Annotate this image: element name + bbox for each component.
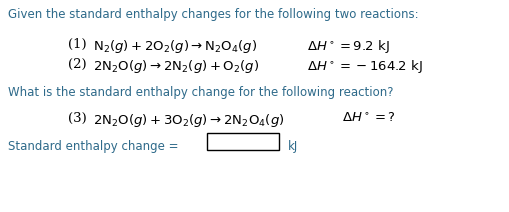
Text: $\Delta H^\circ = 9.2\ \mathrm{kJ}$: $\Delta H^\circ = 9.2\ \mathrm{kJ}$ (307, 38, 390, 55)
Text: (3): (3) (68, 112, 87, 125)
Text: $2\mathrm{N_2O}(g) \rightarrow 2\mathrm{N_2}(g) + \mathrm{O_2}(g)$: $2\mathrm{N_2O}(g) \rightarrow 2\mathrm{… (93, 58, 259, 75)
Text: (2): (2) (68, 58, 87, 71)
Text: (1): (1) (68, 38, 87, 51)
Bar (207, 133, 279, 150)
Text: kJ: kJ (288, 140, 298, 153)
Text: $\mathrm{N_2}(g) + 2\mathrm{O_2}(g) \rightarrow \mathrm{N_2O_4}(g)$: $\mathrm{N_2}(g) + 2\mathrm{O_2}(g) \rig… (93, 38, 257, 55)
Text: $\Delta H^\circ = -164.2\ \mathrm{kJ}$: $\Delta H^\circ = -164.2\ \mathrm{kJ}$ (307, 58, 423, 75)
Text: $\Delta H^\circ =?$: $\Delta H^\circ =?$ (342, 112, 396, 125)
Text: Given the standard enthalpy changes for the following two reactions:: Given the standard enthalpy changes for … (8, 8, 418, 21)
Text: What is the standard enthalpy change for the following reaction?: What is the standard enthalpy change for… (8, 86, 393, 99)
Text: $2\mathrm{N_2O}(g) + 3\mathrm{O_2}(g) \rightarrow 2\mathrm{N_2O_4}(g)$: $2\mathrm{N_2O}(g) + 3\mathrm{O_2}(g) \r… (93, 112, 285, 129)
Text: Standard enthalpy change =: Standard enthalpy change = (8, 140, 182, 153)
